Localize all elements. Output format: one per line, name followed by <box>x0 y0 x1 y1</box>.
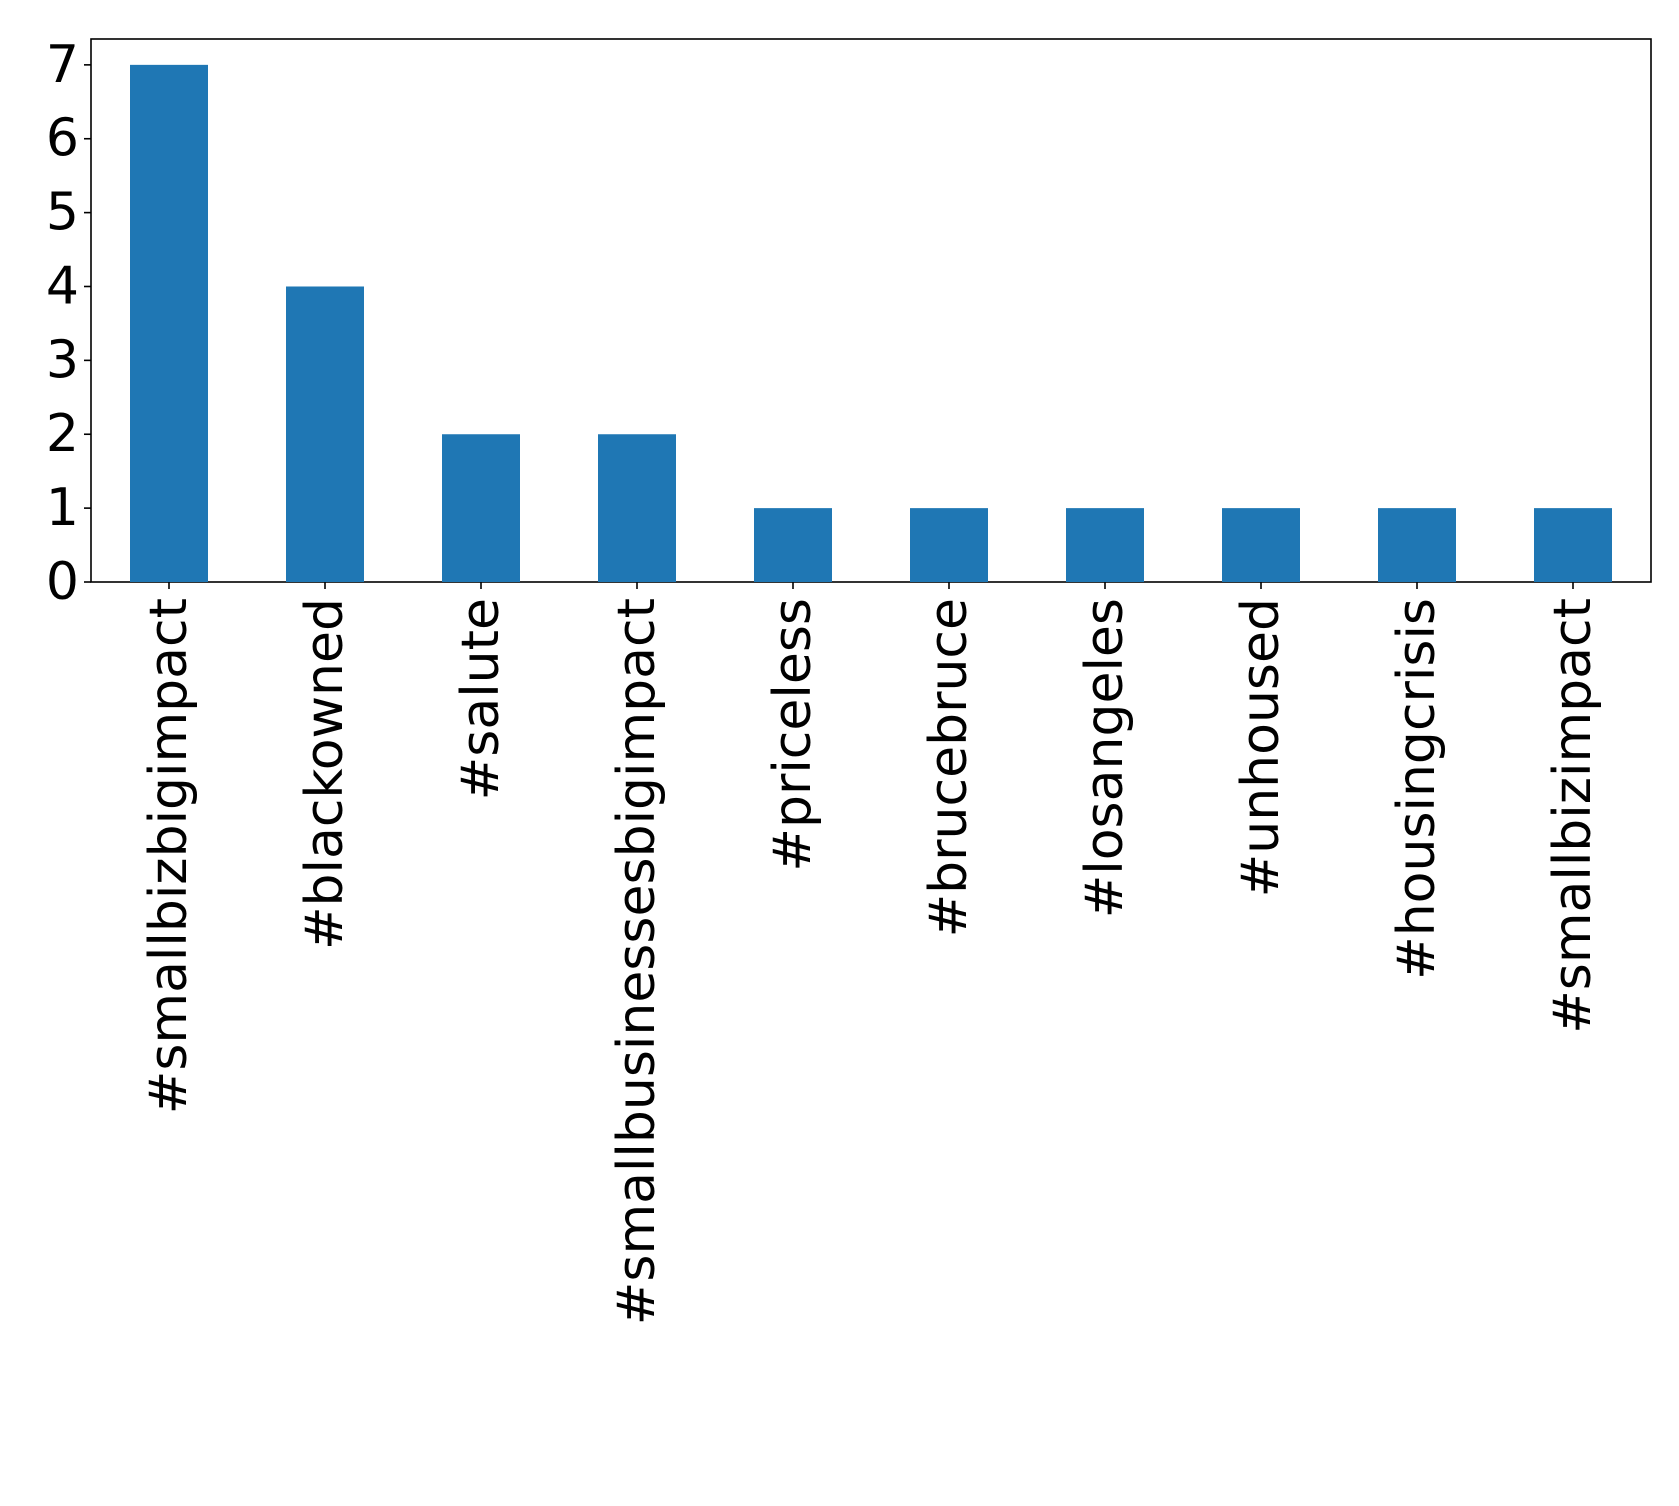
plot-area-frame <box>90 38 1652 583</box>
y-tick-label: 2 <box>46 404 79 464</box>
y-tick-label: 1 <box>46 478 79 538</box>
bar <box>1222 508 1300 582</box>
y-tick-label: 4 <box>46 256 79 316</box>
x-tick-label: #smallbizbigimpact <box>139 598 199 1114</box>
bar <box>286 286 364 582</box>
bar <box>130 64 208 583</box>
x-tick-label: #brucebruce <box>919 598 979 937</box>
x-tick-label: #priceless <box>763 598 823 872</box>
bar <box>1534 508 1612 582</box>
x-axis: #smallbizbigimpact #blackowned #salute #sma… <box>139 582 1603 1325</box>
y-tick-label: 3 <box>46 330 79 390</box>
x-tick-label: #unhoused <box>1231 598 1291 897</box>
bar <box>1378 508 1456 582</box>
x-tick-label: #losangeles <box>1075 598 1135 918</box>
bar <box>1066 508 1144 582</box>
x-tick-label: #blackowned <box>295 598 355 950</box>
y-tick-label: 0 <box>46 552 79 612</box>
bar <box>754 508 832 582</box>
y-axis: 0 1 2 3 4 5 6 7 <box>46 35 91 612</box>
x-tick-label: #housingcrisis <box>1387 598 1447 980</box>
y-tick-label: 6 <box>46 109 79 169</box>
y-tick-label: 5 <box>46 183 79 243</box>
bar <box>598 434 676 582</box>
x-tick-label: #smallbusinessesbigimpact <box>607 598 667 1325</box>
bar <box>442 434 520 582</box>
y-tick-label: 7 <box>46 35 79 95</box>
bars <box>130 64 1612 583</box>
bar <box>910 508 988 582</box>
x-tick-label: #salute <box>451 598 511 800</box>
x-tick-label: #smallbizimpact <box>1543 598 1603 1034</box>
